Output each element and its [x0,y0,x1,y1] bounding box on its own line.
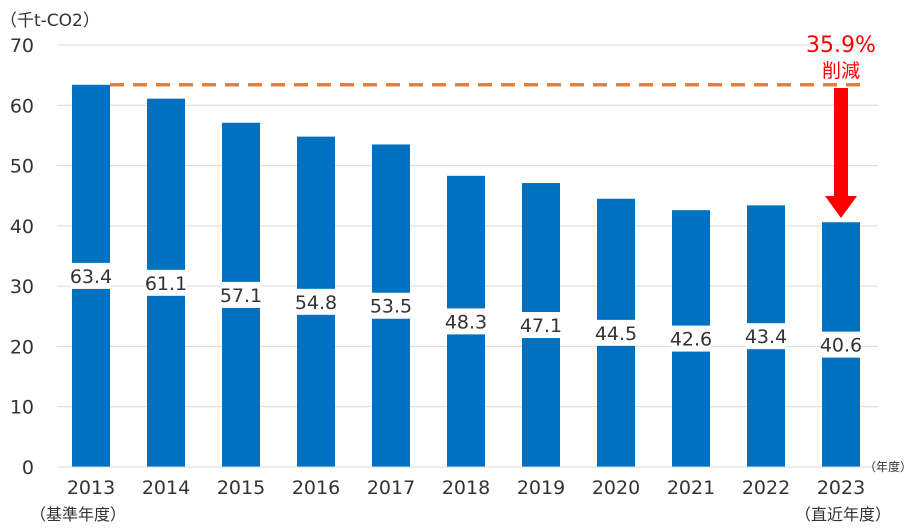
x-tick-label: 2015 [217,477,265,499]
y-unit-label: （千t-CO2） [0,11,100,31]
data-label-background [446,308,486,335]
y-tick-label: 10 [10,397,34,419]
y-tick-label: 70 [10,35,34,57]
y-tick-label: 40 [10,216,34,238]
reduction-arrow-shaft [834,88,848,196]
x-tick-label: 2017 [367,477,415,499]
first-category-sublabel: （基準年度） [30,505,126,524]
data-label-background [146,269,186,296]
data-label-background [671,325,711,352]
data-label-background [596,319,636,346]
reduction-arrow-head [825,196,857,218]
y-tick-label: 20 [10,336,34,358]
data-label: 48.3 [445,311,487,333]
x-tick-label: 2022 [742,477,790,499]
data-label: 53.5 [370,296,412,318]
data-label-background [221,281,261,308]
y-tick-label: 50 [10,156,34,178]
data-label: 57.1 [220,285,262,307]
x-tick-label: 2014 [142,477,190,499]
x-tick-label: 2019 [517,477,565,499]
data-label: 44.5 [595,323,637,345]
data-label: 54.8 [295,292,337,314]
x-tick-label: 2013 [67,477,115,499]
x-tick-label: 2018 [442,477,490,499]
reduction-percent: 35.9% [806,33,876,58]
data-label: 40.6 [820,335,862,357]
data-label: 43.4 [745,326,787,348]
y-tick-label: 30 [10,276,34,298]
x-tick-label: 2020 [592,477,640,499]
x-tick-label: 2016 [292,477,340,499]
data-label-background [746,323,786,350]
data-label: 63.4 [70,266,112,288]
y-tick-label: 0 [22,457,34,479]
data-label: 61.1 [145,273,187,295]
data-labels: 63.4 61.1 57.1 54.8 53.5 48.3 47.1 44.5 42.6 43.4… [70,262,862,358]
reduction-annotation: 35.9% 削減 [806,33,876,218]
y-tick-label: 60 [10,95,34,117]
data-label: 42.6 [670,329,712,351]
last-category-sublabel: （直近年度） [795,505,891,524]
bars [72,84,860,468]
x-tick-label: 2023 [817,477,865,499]
reduction-text: 削減 [822,60,860,82]
data-label-background [821,331,861,358]
data-label-background [296,288,336,315]
data-label-background [371,292,411,319]
data-label: 47.1 [520,315,562,337]
data-label-background [521,312,561,339]
x-unit-label: （年度） [864,459,912,474]
axes: 0 10 20 30 40 50 60 70 2013 2014 2015 2016 2017 2018 2… [10,35,878,499]
x-tick-label: 2021 [667,477,715,499]
data-label-background [71,262,111,289]
